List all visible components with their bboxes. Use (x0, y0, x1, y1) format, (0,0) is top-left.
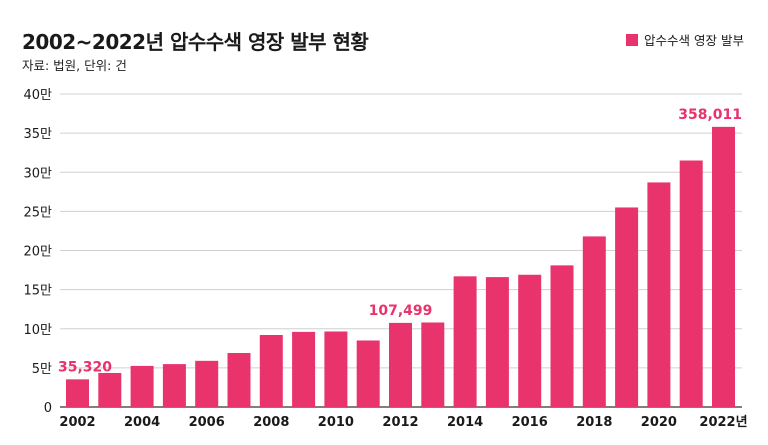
data-label: 358,011 (678, 107, 742, 123)
bar (582, 236, 606, 407)
bars (66, 126, 735, 408)
y-tick-label: 20만 (23, 245, 52, 260)
bar (615, 207, 639, 407)
y-tick-label: 5만 (32, 362, 52, 377)
bar (162, 364, 186, 407)
bar (130, 365, 154, 407)
x-tick-label: 2010 (318, 415, 354, 430)
x-tick-label: 2020 (641, 415, 677, 430)
x-tick-label: 2022년 (699, 415, 747, 430)
bar (98, 372, 122, 407)
bar (518, 274, 542, 407)
bar (421, 322, 445, 407)
bar (259, 335, 283, 407)
data-label: 107,499 (369, 303, 433, 319)
y-axis-labels: 0 5만 10만 15만 20만 25만 30만 35만 40만 (23, 88, 52, 416)
bar (227, 353, 251, 407)
x-tick-label: 2008 (253, 415, 289, 430)
bar (292, 331, 316, 407)
bar (453, 276, 477, 407)
y-tick-label: 40만 (23, 88, 52, 103)
bar (389, 322, 412, 407)
y-tick-label: 25만 (23, 205, 52, 220)
y-tick-label: 30만 (23, 166, 52, 181)
bar (195, 360, 219, 407)
legend: 압수수색 영장 발부 (626, 30, 744, 49)
x-tick-label: 2012 (382, 415, 418, 430)
x-tick-label: 2006 (189, 415, 225, 430)
bar (679, 160, 703, 407)
x-tick-label: 2014 (447, 415, 483, 430)
data-label: 35,320 (58, 359, 112, 375)
legend-swatch (626, 33, 639, 46)
y-tick-label: 35만 (23, 127, 52, 142)
x-tick-label: 2004 (124, 415, 160, 430)
y-tick-label: 15만 (23, 284, 52, 299)
bar (647, 182, 671, 407)
x-axis-labels: 2002 2004 2006 2008 2010 2012 2014 2016 2018 2020… (59, 415, 747, 430)
chart-source-note: 자료: 법원, 단위: 건 (22, 58, 127, 73)
x-tick-label: 2002 (59, 415, 95, 430)
bar (485, 277, 509, 407)
x-tick-label: 2016 (512, 415, 548, 430)
y-tick-label: 0 (44, 401, 52, 416)
chart-title: 2002~2022년 압수수색 영장 발부 현황 (22, 30, 369, 54)
bar (550, 265, 574, 407)
bar (712, 126, 735, 408)
bar (66, 379, 89, 407)
bar (356, 340, 380, 407)
y-tick-label: 10만 (23, 323, 52, 338)
legend-label: 압수수색 영장 발부 (644, 33, 744, 48)
x-tick-label: 2018 (576, 415, 612, 430)
data-labels: 35,320 107,499 358,011 (58, 107, 742, 376)
bar (324, 331, 348, 407)
